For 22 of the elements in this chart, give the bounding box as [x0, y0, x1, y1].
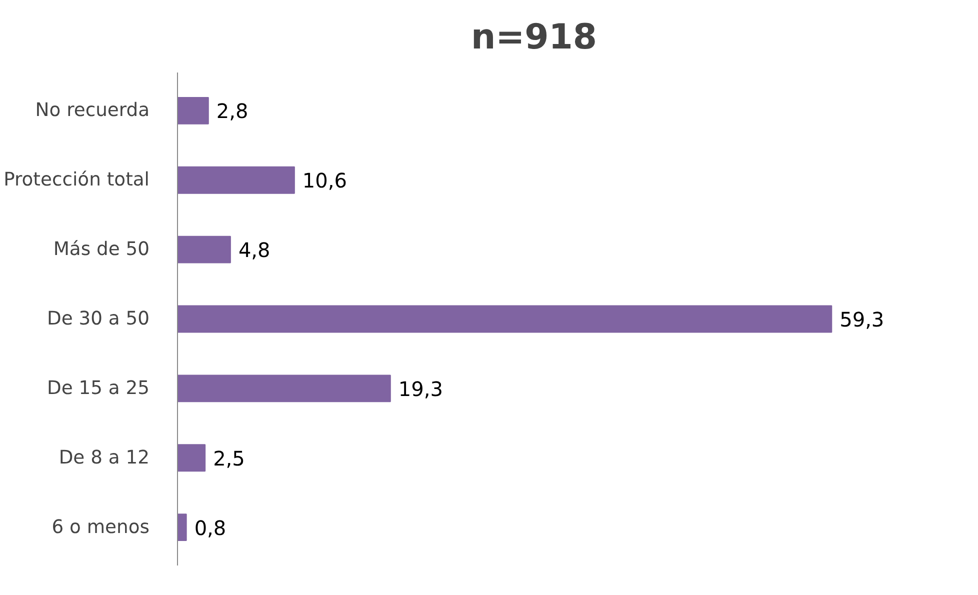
bar: [178, 444, 206, 472]
data-label: 19,3: [398, 376, 443, 401]
data-label: 2,5: [213, 446, 245, 470]
bar: [178, 96, 209, 124]
y-tick-label: De 8 a 12: [58, 447, 150, 468]
data-label: 4,8: [238, 238, 270, 262]
y-tick-label: No recuerda: [35, 100, 150, 122]
y-tick-label: 6 o menos: [52, 516, 150, 538]
y-tick-label: De 15 a 25: [46, 378, 150, 399]
data-label: 59,3: [840, 308, 884, 332]
data-label: 2,8: [216, 99, 248, 124]
bar: [178, 514, 187, 542]
data-label: 0,8: [194, 516, 226, 540]
chart-title: n=918: [470, 18, 598, 58]
bar: [178, 305, 832, 333]
bar: [178, 374, 391, 402]
y-tick-label: De 30 a 50: [46, 308, 150, 330]
bar: [178, 236, 231, 264]
y-tick-label: Protección total: [4, 170, 150, 191]
y-tick-label: Más de 50: [53, 239, 150, 260]
bar: [178, 166, 295, 194]
data-label: 10,6: [302, 168, 347, 193]
